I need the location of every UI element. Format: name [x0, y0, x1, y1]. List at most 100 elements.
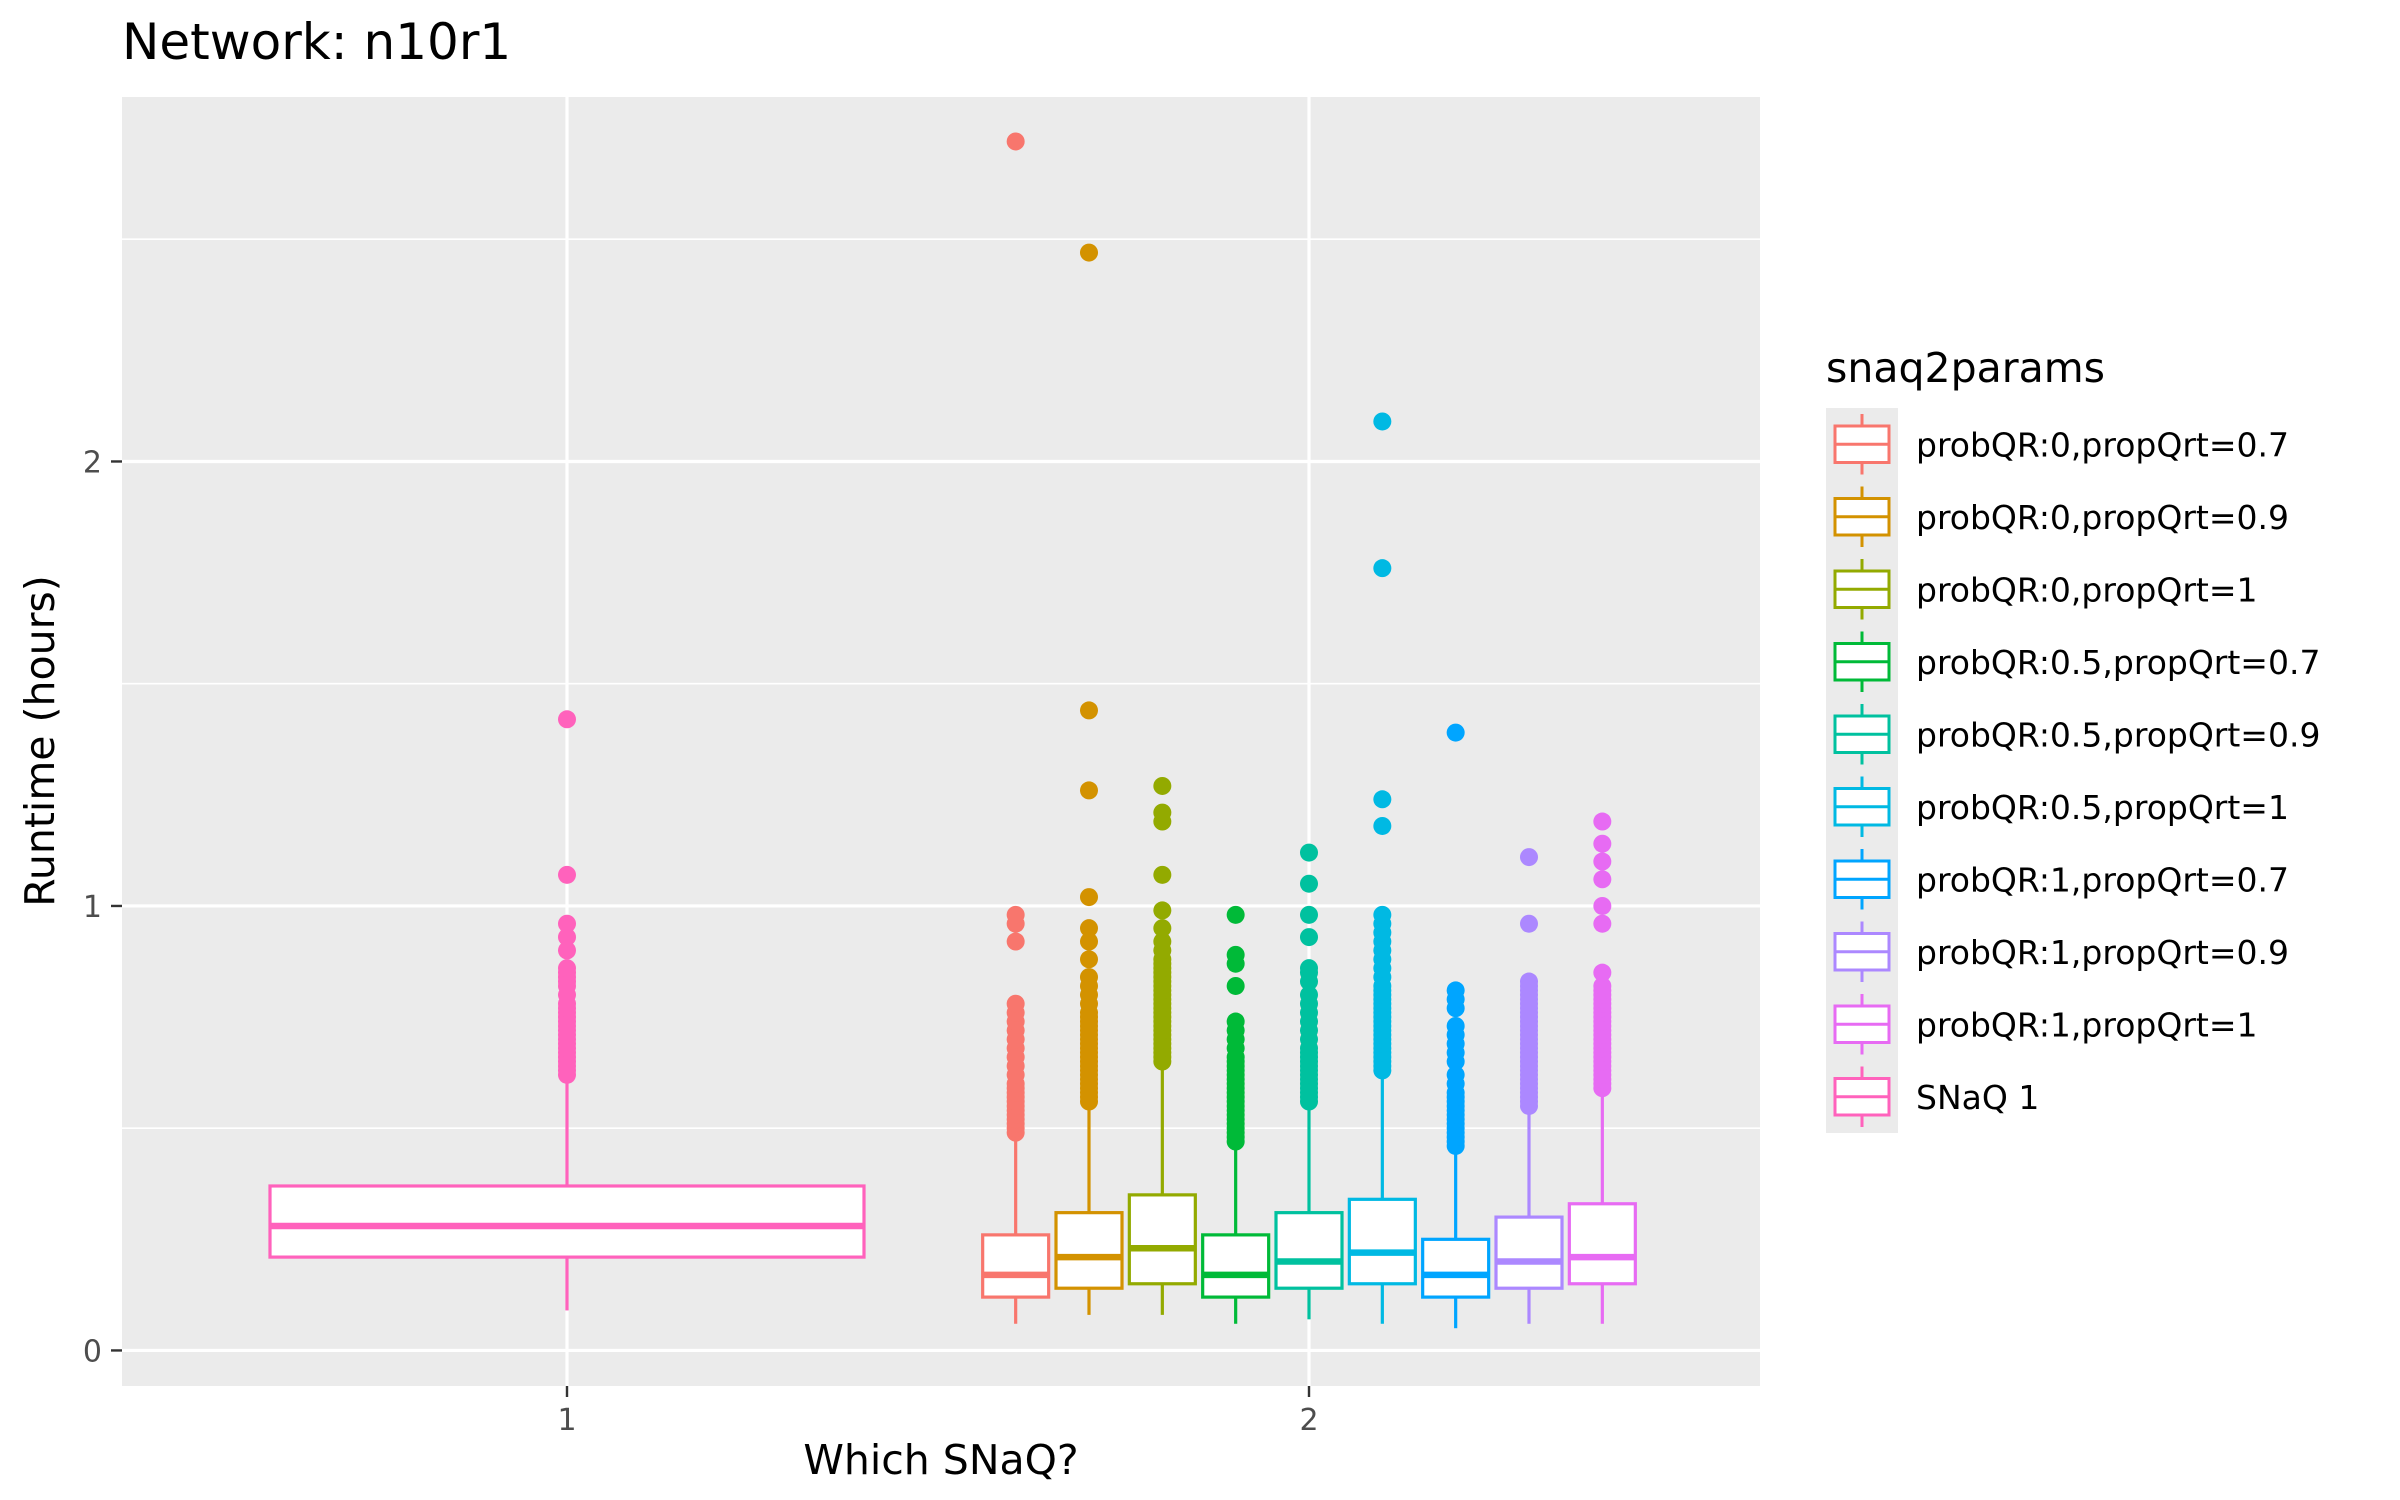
- outlier-point: [1446, 1065, 1465, 1084]
- outlier-point: [1300, 905, 1318, 924]
- legend-items: probQR:0,propQrt=0.7 probQR:0,propQrt=0.9…: [1826, 408, 2320, 1133]
- legend-label: probQR:0.5,propQrt=0.9: [1916, 715, 2320, 754]
- legend-item: probQR:0,propQrt=1: [1826, 553, 2257, 626]
- outlier-point: [1373, 905, 1392, 924]
- y-tick-label: 1: [83, 890, 102, 925]
- legend-label: probQR:0.5,propQrt=1: [1916, 788, 2289, 827]
- outlier-point: [1593, 870, 1612, 889]
- legend-label: probQR:1,propQrt=0.9: [1916, 933, 2289, 972]
- box-iqr: [1274, 1211, 1344, 1290]
- legend-label: probQR:0,propQrt=1: [1916, 570, 2257, 609]
- outlier-point: [1373, 412, 1392, 431]
- outlier-point: [1593, 834, 1612, 853]
- box-iqr: [1567, 1202, 1637, 1286]
- outlier-point: [1593, 914, 1612, 933]
- plot-panel: [122, 97, 1760, 1386]
- outlier-point: [1080, 932, 1098, 951]
- outlier-point: [1300, 874, 1318, 893]
- outlier-point: [1300, 928, 1318, 947]
- outlier-point: [1006, 905, 1025, 924]
- box-iqr: [981, 1233, 1051, 1299]
- box-probqr-0-propqrt-0-9: [1054, 243, 1124, 1315]
- outlier-point: [1520, 972, 1538, 991]
- y-tick-label: 2: [83, 445, 102, 480]
- legend-item: probQR:1,propQrt=0.7: [1826, 843, 2289, 916]
- x-tick-label: 2: [1299, 1403, 1318, 1438]
- outlier-point: [1226, 905, 1245, 924]
- outlier-point: [1300, 843, 1318, 862]
- box-iqr: [1494, 1215, 1564, 1290]
- y-tick-label: 0: [83, 1334, 102, 1369]
- outlier-point: [558, 710, 576, 729]
- outlier-point: [558, 865, 576, 884]
- outlier-point: [1080, 968, 1098, 987]
- outlier-point: [1593, 852, 1612, 871]
- outlier-point: [558, 914, 576, 933]
- outlier-point: [1080, 781, 1098, 800]
- outlier-point: [1006, 932, 1025, 951]
- outlier-point: [558, 941, 576, 960]
- outlier-point: [1153, 803, 1172, 822]
- box-iqr: [268, 1184, 866, 1259]
- x-axis-title: Which SNaQ?: [803, 1436, 1078, 1484]
- outlier-point: [558, 959, 576, 978]
- axes-layer: 0 1 2 1 2: [83, 445, 1319, 1438]
- outlier-point: [1226, 1012, 1245, 1031]
- outlier-point: [1153, 901, 1172, 920]
- outlier-point: [1300, 959, 1318, 978]
- box-iqr: [1127, 1193, 1197, 1286]
- legend-item: probQR:0.5,propQrt=1: [1826, 770, 2289, 843]
- legend-item: probQR:0,propQrt=0.7: [1826, 408, 2289, 481]
- box-probqr-1-propqrt-1: [1567, 812, 1637, 1324]
- box-probqr-0-5-propqrt-1: [1347, 412, 1417, 1324]
- outlier-point: [1373, 816, 1392, 835]
- box-probqr-0-5-propqrt-0-7: [1201, 905, 1271, 1324]
- legend: snaq2params probQR:0,propQrt=0.7probQR:0…: [1826, 344, 2320, 1133]
- legend-item: SNaQ 1: [1826, 1060, 2039, 1133]
- legend-item: probQR:0.5,propQrt=0.9: [1826, 698, 2320, 771]
- outlier-point: [1080, 243, 1098, 262]
- y-axis-title: Runtime (hours): [16, 575, 64, 907]
- chart-title: Network: n10r1: [122, 13, 511, 71]
- legend-label: probQR:1,propQrt=0.7: [1916, 860, 2289, 899]
- box-probqr-0-propqrt-0-7: [981, 132, 1051, 1324]
- outlier-point: [1153, 865, 1172, 884]
- outlier-point: [1226, 976, 1245, 995]
- outlier-point: [1373, 790, 1392, 809]
- box-iqr: [1054, 1211, 1124, 1290]
- legend-label: probQR:1,propQrt=1: [1916, 1005, 2257, 1044]
- outlier-point: [1006, 132, 1025, 151]
- outlier-point: [1520, 848, 1538, 867]
- box-iqr: [1421, 1237, 1491, 1299]
- outlier-point: [1153, 919, 1172, 938]
- outlier-point: [558, 928, 576, 947]
- box-probqr-0-propqrt-1: [1127, 776, 1197, 1315]
- box-probqr-0-5-propqrt-0-9: [1274, 843, 1344, 1320]
- outlier-point: [1593, 963, 1612, 982]
- legend-item: probQR:0.5,propQrt=0.7: [1826, 625, 2320, 698]
- outlier-point: [1446, 723, 1465, 742]
- box-snaq-1: [268, 710, 866, 1311]
- outlier-point: [1226, 945, 1245, 964]
- legend-item: probQR:1,propQrt=1: [1826, 988, 2257, 1061]
- outlier-point: [1300, 985, 1318, 1004]
- outlier-point: [1593, 976, 1612, 995]
- outlier-point: [1446, 1016, 1465, 1035]
- box-iqr: [1201, 1233, 1271, 1299]
- box-probqr-1-propqrt-0-7: [1421, 723, 1491, 1329]
- legend-title: snaq2params: [1826, 344, 2105, 392]
- legend-label: probQR:0.5,propQrt=0.7: [1916, 643, 2320, 682]
- outlier-point: [1373, 559, 1392, 578]
- legend-label: probQR:0,propQrt=0.9: [1916, 498, 2289, 537]
- box-probqr-1-propqrt-0-9: [1494, 848, 1564, 1324]
- outlier-point: [1080, 888, 1098, 907]
- outlier-point: [1080, 950, 1098, 969]
- legend-label: SNaQ 1: [1916, 1078, 2039, 1117]
- outlier-point: [1446, 981, 1465, 1000]
- legend-label: probQR:0,propQrt=0.7: [1916, 425, 2289, 464]
- outlier-point: [1593, 812, 1612, 831]
- outlier-point: [1080, 919, 1098, 938]
- boxes-layer: [268, 132, 1637, 1329]
- x-tick-label: 1: [557, 1403, 576, 1438]
